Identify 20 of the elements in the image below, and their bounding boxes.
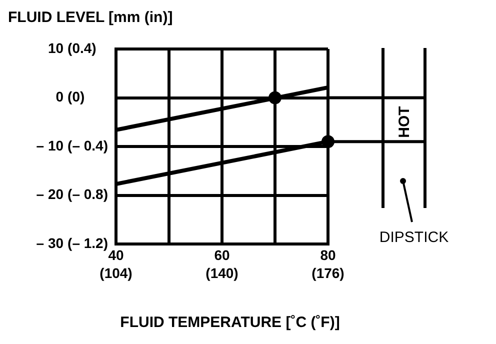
x2-tick-label: (104) (100, 264, 132, 281)
y-tick-label: 0 (56, 88, 64, 105)
text: HOT (396, 106, 414, 138)
y2-tick-label: (0.4) (68, 40, 96, 56)
y-tick-label: – 30 (36, 234, 64, 251)
y2-tick-label: (0) (68, 88, 85, 105)
x2-tick-label: (176) (312, 264, 344, 281)
y-tick-label: 10 (48, 40, 64, 56)
chart-title: FLUID LEVEL [mm (in)] (8, 9, 173, 26)
text: DIPSTICK (379, 229, 449, 246)
y-tick-label: – 20 (36, 186, 64, 202)
x-axis-title: FLUID TEMPERATURE [˚C (˚F)] (120, 314, 340, 332)
x-tick-label: 40 (108, 246, 124, 263)
y2-tick-label: (– 0.8) (68, 186, 108, 202)
x-tick-label: 80 (320, 246, 336, 263)
y2-tick-label: (– 1.2) (68, 234, 108, 251)
x-tick-label: 60 (214, 246, 230, 263)
x2-tick-label: (140) (206, 264, 238, 281)
y-tick-label: – 10 (36, 137, 64, 154)
y2-tick-label: (– 0.4) (68, 137, 108, 154)
